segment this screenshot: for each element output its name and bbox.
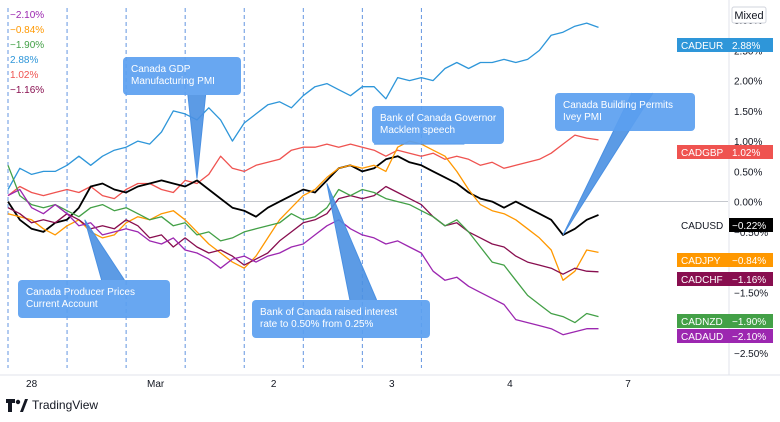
callout-text: Bank of Canada Governor: [380, 113, 497, 124]
tag-series-name: CADCHF: [681, 275, 723, 286]
callout-pointer: [327, 183, 377, 300]
callout-pointer: [85, 220, 125, 280]
callout-pointer: [188, 95, 206, 179]
legend-entry: −1.90%: [10, 40, 44, 51]
tag-value: 2.88%: [732, 41, 760, 52]
callout-text: Canada GDP: [131, 64, 191, 75]
tag-series-name: CADUSD: [681, 221, 723, 232]
mode-label[interactable]: Mixed: [734, 10, 763, 22]
last-value-tag-cadnzd: CADNZD −1.90%: [677, 314, 773, 328]
last-value-tag-cadgbp: CADGBP 1.02%: [677, 145, 773, 159]
y-tick-label: 2.00%: [734, 77, 762, 88]
callout-text: Canada Building Permits: [563, 100, 673, 111]
callout-text: Ivey PMI: [563, 112, 602, 123]
callout-text: Bank of Canada raised interest: [260, 307, 398, 318]
callout-text: Current Account: [26, 299, 98, 310]
last-value-tag-cadusd: CADUSD −0.22%: [677, 218, 773, 232]
x-tick-label: 3: [389, 379, 395, 390]
legend-entry: −2.10%: [10, 10, 44, 21]
y-tick-label: 0.50%: [734, 167, 762, 178]
legend-entry: −1.16%: [10, 85, 44, 96]
tag-value: −2.10%: [732, 332, 766, 343]
callout-text: rate to 0.50% from 0.25%: [260, 319, 374, 330]
x-tick-label: 7: [625, 379, 631, 390]
last-value-tag-cadjpy: CADJPY −0.84%: [677, 253, 773, 267]
x-tick-label: Mar: [147, 379, 165, 390]
legend-entry: −0.84%: [10, 25, 44, 36]
y-tick-label: −1.50%: [734, 288, 768, 299]
tag-value: −1.90%: [732, 317, 766, 328]
tag-series-name: CADJPY: [681, 256, 721, 267]
last-value-tag-cadeur: CADEUR 2.88%: [677, 38, 773, 52]
tag-value: −0.84%: [732, 256, 766, 267]
legend-entry: 2.88%: [10, 55, 38, 66]
tag-value: −0.22%: [732, 221, 766, 232]
tradingview-watermark[interactable]: TradingView: [6, 398, 98, 412]
mode-toggle[interactable]: Mixed: [732, 7, 766, 23]
callout-text: Canada Producer Prices: [26, 287, 135, 298]
tradingview-logo-icon: [6, 399, 28, 412]
tag-value: 1.02%: [732, 148, 760, 159]
last-value-tag-cadaud: CADAUD −2.10%: [677, 329, 773, 343]
last-value-tag-cadchf: CADCHF −1.16%: [677, 272, 773, 286]
y-tick-label: 1.50%: [734, 107, 762, 118]
x-axis: 28 Mar 2 3 4 7: [0, 375, 780, 390]
y-tick-label: −2.50%: [734, 349, 768, 360]
tag-series-name: CADNZD: [681, 317, 723, 328]
y-tick-label: 0.00%: [734, 198, 762, 209]
legend: −2.10% −0.84% −1.90% 2.88% 1.02% −1.16%: [10, 10, 44, 96]
x-tick-label: 4: [507, 379, 513, 390]
tag-series-name: CADEUR: [681, 41, 723, 52]
x-tick-label: 2: [271, 379, 277, 390]
tag-value: −1.16%: [732, 275, 766, 286]
callout-text: Macklem speech: [380, 125, 455, 136]
callout-text: Manufacturing PMI: [131, 76, 215, 87]
x-tick-label: 28: [26, 379, 38, 390]
tag-series-name: CADAUD: [681, 332, 723, 343]
legend-entry: 1.02%: [10, 70, 38, 81]
brand-name: TradingView: [32, 398, 98, 412]
tag-series-name: CADGBP: [681, 148, 724, 159]
